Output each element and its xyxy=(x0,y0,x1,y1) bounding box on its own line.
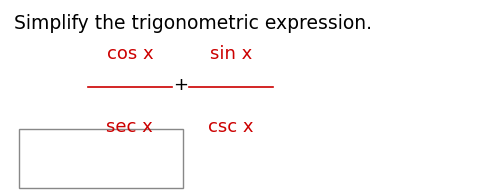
Text: Simplify the trigonometric expression.: Simplify the trigonometric expression. xyxy=(14,14,372,33)
Text: sin x: sin x xyxy=(209,45,252,63)
Text: sec x: sec x xyxy=(106,118,153,136)
Text: csc x: csc x xyxy=(208,118,253,136)
Bar xyxy=(19,129,182,188)
Text: +: + xyxy=(172,76,188,94)
Text: cos x: cos x xyxy=(107,45,153,63)
